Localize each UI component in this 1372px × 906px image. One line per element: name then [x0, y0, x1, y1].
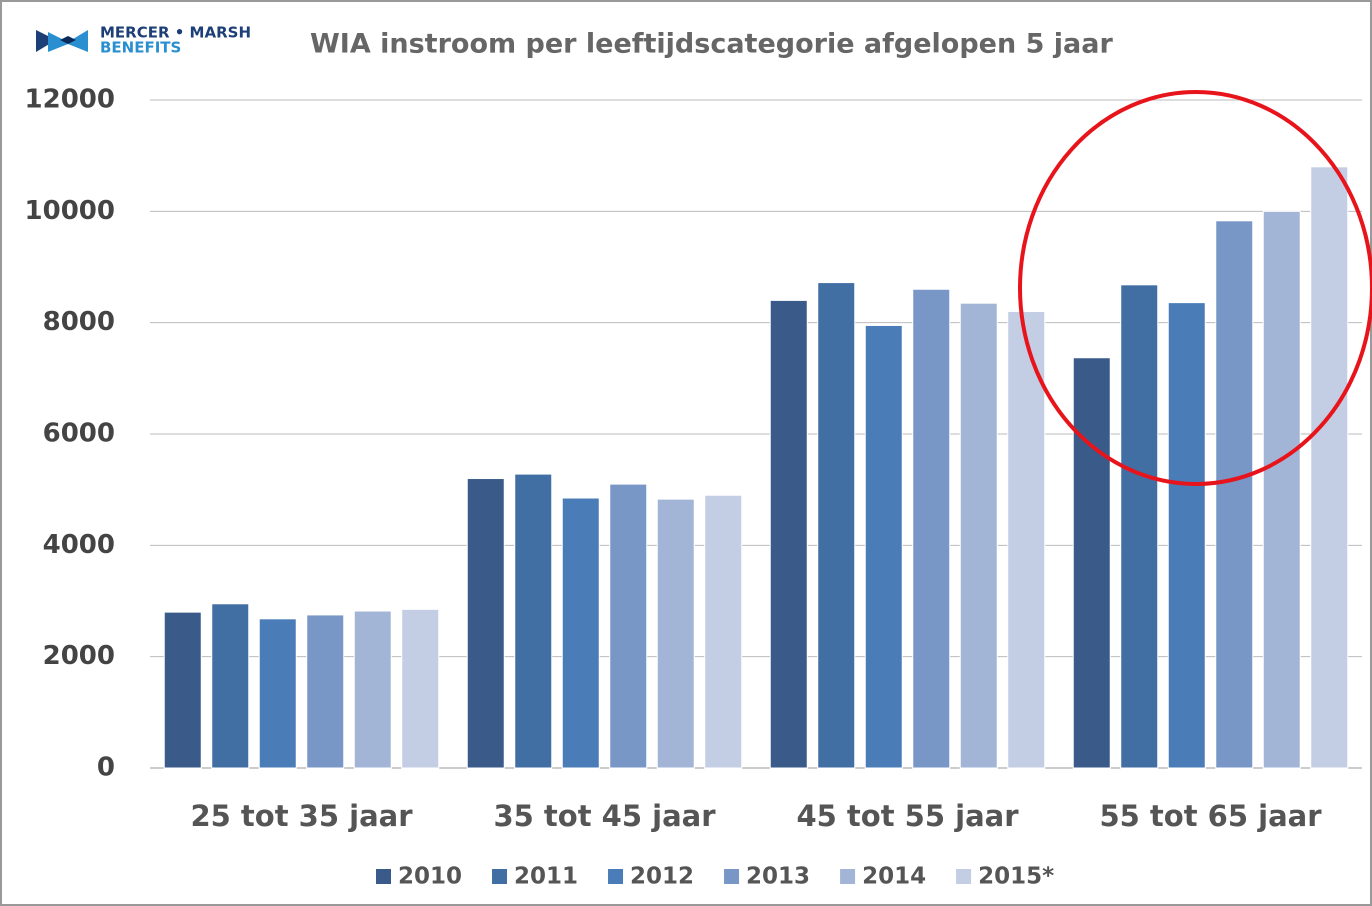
legend-label: 2012 — [630, 864, 694, 890]
bar — [864, 324, 903, 769]
legend-label: 2011 — [514, 864, 578, 890]
logo-text: MERCER • MARSH — [100, 24, 251, 42]
y-tick-label: 6000 — [43, 419, 115, 449]
bar — [817, 282, 856, 769]
legend-label: 2014 — [862, 864, 926, 890]
bar — [401, 608, 440, 769]
bar — [769, 299, 808, 769]
legend-marker — [492, 869, 508, 884]
logo-shape — [36, 30, 56, 52]
x-tick-label: 35 tot 45 jaar — [493, 799, 716, 833]
bar — [306, 614, 345, 769]
bar — [704, 494, 743, 769]
legend-marker — [840, 869, 856, 884]
highlight-circle — [1018, 90, 1372, 486]
legend-marker — [956, 869, 972, 884]
logo — [36, 30, 88, 52]
legend-marker — [608, 869, 624, 884]
logo-text: BENEFITS — [100, 39, 181, 57]
plot: 0 2000 4000 6000 8000 10000 12000 25 tot 35 jaa… — [25, 85, 1362, 890]
bar — [609, 483, 648, 769]
bar — [258, 618, 297, 769]
y-tick-label: 0 — [97, 753, 115, 783]
bar — [1167, 302, 1206, 769]
y-tick-label: 8000 — [43, 307, 115, 337]
y-tick-label: 12000 — [25, 85, 115, 115]
logo-shape — [48, 30, 88, 52]
bar — [1310, 166, 1349, 769]
x-tick-label: 55 tot 65 jaar — [1099, 799, 1322, 833]
bar — [1262, 210, 1301, 769]
chart-title: WIA instroom per leeftijdscategorie afge… — [310, 29, 1113, 60]
bar — [514, 473, 553, 769]
legend-label: 2013 — [746, 864, 810, 890]
bar — [561, 497, 600, 769]
bar — [656, 498, 695, 769]
legend-label: 2010 — [398, 864, 462, 890]
y-tick-label: 2000 — [43, 641, 115, 671]
legend-marker — [376, 869, 391, 884]
y-tick-label: 10000 — [25, 196, 115, 226]
bar — [912, 288, 951, 769]
bar — [1072, 357, 1111, 769]
legend-marker — [724, 869, 740, 884]
x-tick-label: 25 tot 35 jaar — [190, 799, 413, 833]
bar — [163, 611, 202, 769]
bar — [1007, 311, 1046, 769]
y-tick-label: 4000 — [43, 530, 115, 560]
bar — [353, 610, 392, 769]
bar — [211, 603, 250, 769]
bar — [959, 302, 998, 769]
bar — [1215, 220, 1254, 769]
x-tick-label: 45 tot 55 jaar — [796, 799, 1019, 833]
legend-label: 2015* — [978, 864, 1054, 890]
bar — [466, 478, 505, 769]
logo-shape — [60, 36, 76, 44]
bar — [1120, 284, 1159, 769]
